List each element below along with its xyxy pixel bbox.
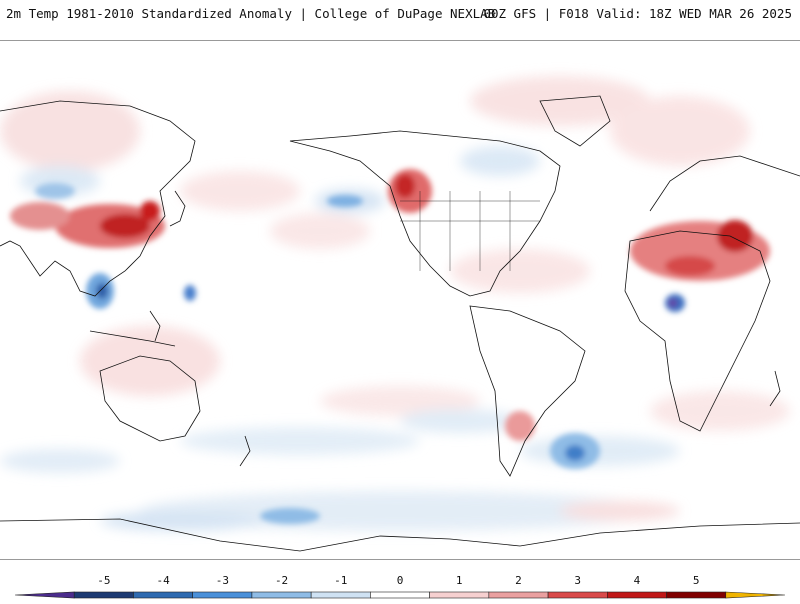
legend-swatch bbox=[429, 591, 490, 599]
legend-swatch bbox=[666, 591, 727, 599]
legend-swatch bbox=[725, 591, 786, 599]
legend-swatch bbox=[310, 591, 371, 599]
legend-swatch bbox=[488, 591, 549, 599]
color-legend-bar bbox=[14, 591, 786, 599]
legend-tick-label: -1 bbox=[334, 574, 348, 587]
legend-tick-label: 5 bbox=[692, 574, 700, 587]
legend-swatch bbox=[370, 591, 430, 599]
legend-swatch bbox=[192, 591, 253, 599]
legend-swatch bbox=[14, 591, 75, 599]
legend-swatch bbox=[251, 591, 312, 599]
legend-tick-label: -3 bbox=[215, 574, 229, 587]
legend-tick-label: 2 bbox=[515, 574, 522, 587]
legend-tick-label: 4 bbox=[633, 574, 641, 587]
legend-swatch bbox=[133, 591, 193, 599]
legend-swatch bbox=[73, 591, 134, 599]
strong-anomaly-fields bbox=[10, 169, 770, 524]
color-legend bbox=[0, 562, 800, 600]
map-canvas bbox=[0, 76, 800, 552]
legend-tick-label: -4 bbox=[156, 574, 170, 587]
legend-tick-label: -2 bbox=[274, 574, 289, 587]
model-valid-time: 00Z GFS | F018 Valid: 18Z WED MAR 26 202… bbox=[483, 6, 792, 21]
legend-tick-label: 0 bbox=[396, 574, 404, 587]
legend-swatch bbox=[547, 591, 608, 599]
map-title: 2m Temp 1981-2010 Standardized Anomaly |… bbox=[6, 6, 496, 21]
legend-tick-label: -5 bbox=[97, 574, 111, 587]
legend-tick-label: 1 bbox=[455, 574, 463, 587]
coastlines bbox=[0, 95, 800, 552]
anomaly-map bbox=[0, 40, 800, 560]
legend-swatch bbox=[607, 591, 667, 599]
legend-tick-label: 3 bbox=[574, 574, 582, 587]
